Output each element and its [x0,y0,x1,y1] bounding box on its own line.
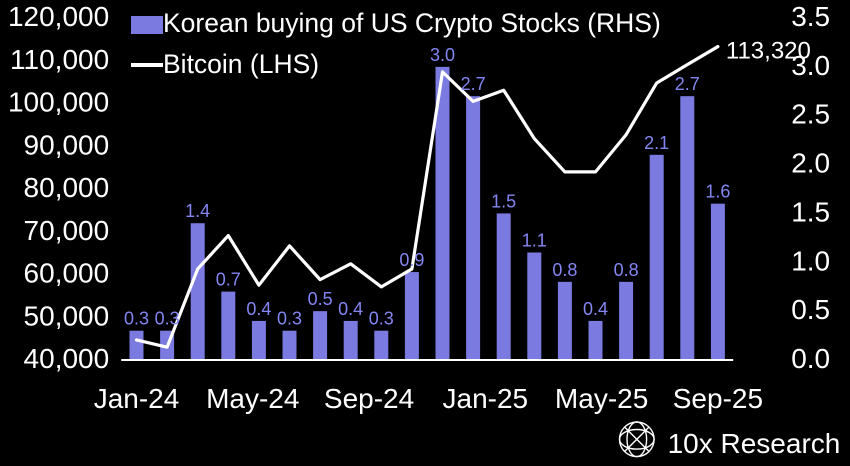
svg-text:2.7: 2.7 [675,74,700,94]
svg-text:Sep-24: Sep-24 [324,383,414,414]
svg-text:Sep-25: Sep-25 [673,383,763,414]
svg-text:80,000: 80,000 [24,172,110,203]
svg-text:40,000: 40,000 [24,343,110,374]
svg-text:1.1: 1.1 [522,231,547,251]
svg-text:3.5: 3.5 [791,1,830,32]
svg-text:Korean buying of US Crypto Sto: Korean buying of US Crypto Stocks (RHS) [163,8,661,38]
svg-text:1.6: 1.6 [705,182,730,202]
svg-text:0.5: 0.5 [791,294,830,325]
svg-text:2.0: 2.0 [791,148,830,179]
svg-text:10x Research: 10x Research [668,428,841,459]
svg-text:1.5: 1.5 [491,191,516,211]
svg-text:70,000: 70,000 [24,215,110,246]
svg-text:0.9: 0.9 [399,250,424,270]
svg-text:2.7: 2.7 [461,74,486,94]
svg-text:1.5: 1.5 [791,196,830,227]
svg-text:0.4: 0.4 [583,299,608,319]
svg-text:0.8: 0.8 [614,260,639,280]
svg-text:113,320: 113,320 [726,38,811,65]
svg-text:0.3: 0.3 [369,309,394,329]
svg-text:50,000: 50,000 [24,300,110,331]
svg-text:1.4: 1.4 [185,201,210,221]
svg-text:0.3: 0.3 [155,309,180,329]
svg-text:1.0: 1.0 [791,245,830,276]
svg-text:0.3: 0.3 [277,309,302,329]
svg-text:3.0: 3.0 [430,45,455,65]
svg-text:2.5: 2.5 [791,99,830,130]
svg-text:Jan-25: Jan-25 [443,383,529,414]
svg-text:100,000: 100,000 [8,87,109,118]
svg-text:110,000: 110,000 [10,44,109,75]
svg-text:0.4: 0.4 [338,299,363,319]
svg-text:120,000: 120,000 [8,1,109,32]
svg-text:2.1: 2.1 [644,133,669,153]
svg-text:60,000: 60,000 [24,258,110,289]
svg-text:0.4: 0.4 [246,299,271,319]
svg-text:0.0: 0.0 [791,343,830,374]
svg-text:May-25: May-25 [555,383,648,414]
svg-text:90,000: 90,000 [24,129,110,160]
svg-text:0.3: 0.3 [124,309,149,329]
svg-text:0.8: 0.8 [552,260,577,280]
svg-text:0.5: 0.5 [308,289,333,309]
svg-text:0.7: 0.7 [216,270,241,290]
svg-text:Jan-24: Jan-24 [94,383,180,414]
svg-text:Bitcoin (LHS): Bitcoin (LHS) [163,49,319,79]
svg-text:May-24: May-24 [206,383,299,414]
